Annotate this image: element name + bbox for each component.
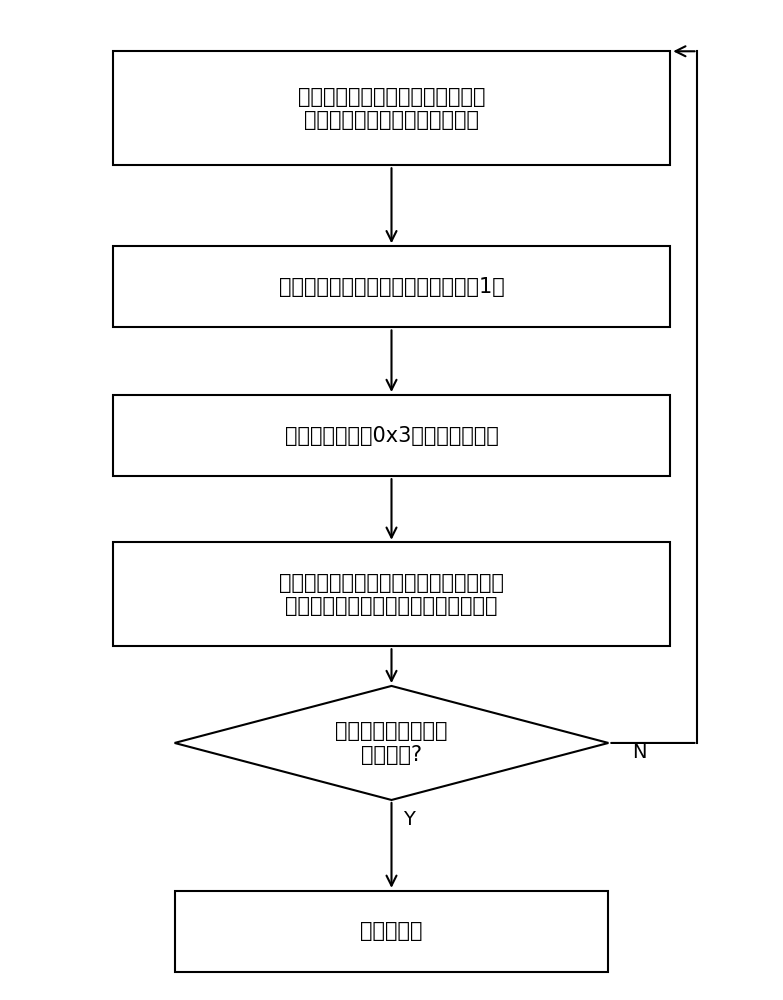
Bar	[113, 542, 670, 646]
Text: Y: Y	[403, 810, 415, 829]
Bar	[113, 395, 670, 476]
Bar	[113, 246, 670, 327]
Text: 将每一个字符中的最低两位提取组装得到
当前处理字符串的紧致编码二进制序列: 将每一个字符中的最低两位提取组装得到 当前处理字符串的紧致编码二进制序列	[279, 573, 504, 616]
Text: 待编码基因字符序列
处理完毕?: 待编码基因字符序列 处理完毕?	[335, 721, 448, 765]
Text: N: N	[632, 743, 646, 762]
Text: 结束并退出: 结束并退出	[360, 921, 423, 941]
Text: 将每一个字符与0x3进行数据与操作: 将每一个字符与0x3进行数据与操作	[284, 426, 499, 446]
Text: 从待编码基因字符序列中取出指定
数量个字符作为当前处理字符串: 从待编码基因字符序列中取出指定 数量个字符作为当前处理字符串	[298, 87, 485, 130]
Polygon shape	[175, 686, 608, 800]
Bar	[175, 891, 608, 972]
Text: 将当前处理字符串的二进制编码右移1位: 将当前处理字符串的二进制编码右移1位	[279, 277, 504, 297]
Bar	[113, 51, 670, 165]
